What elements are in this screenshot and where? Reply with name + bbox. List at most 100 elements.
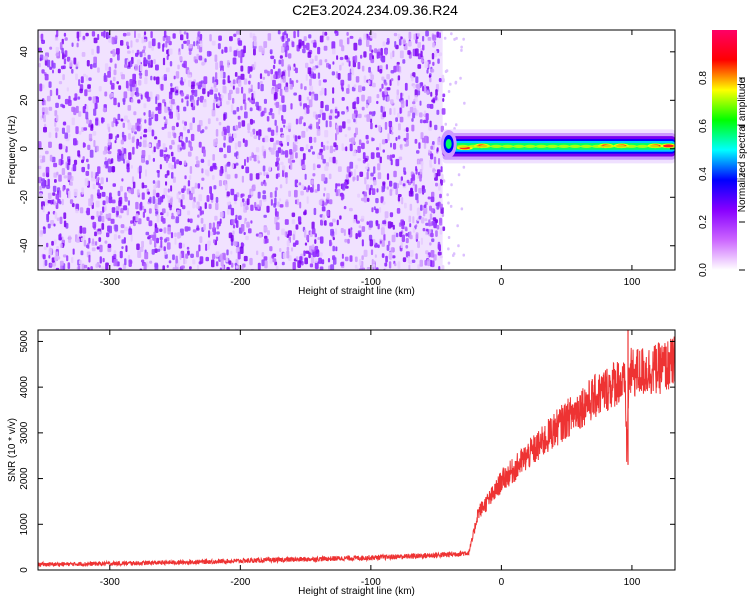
noise-speckle	[181, 188, 185, 193]
noise-speckle	[427, 196, 431, 200]
noise-speckle	[244, 158, 246, 167]
noise-speckle	[52, 192, 56, 196]
noise-speckle	[215, 251, 220, 257]
noise-speckle	[356, 175, 359, 182]
noise-speckle	[219, 147, 223, 153]
noise-speckle	[233, 241, 238, 247]
noise-speckle	[164, 106, 168, 113]
noise-speckle	[62, 65, 66, 70]
noise-speckle	[400, 241, 404, 249]
noise-speckle	[232, 57, 237, 65]
noise-speckle	[223, 142, 226, 148]
noise-speckle	[264, 260, 268, 269]
noise-speckle	[441, 213, 445, 218]
noise-speckle	[343, 181, 348, 187]
noise-speckle	[51, 257, 55, 263]
noise-speckle	[285, 177, 288, 185]
noise-speckle	[321, 259, 325, 265]
noise-speckle	[156, 170, 160, 173]
noise-speckle	[420, 48, 423, 52]
noise-speckle	[96, 210, 99, 218]
noise-speckle	[226, 174, 231, 180]
noise-speckle	[416, 33, 421, 37]
noise-speckle	[151, 38, 156, 47]
noise-speckle	[361, 65, 365, 72]
noise-speckle	[328, 173, 332, 180]
noise-speckle	[227, 204, 232, 210]
noise-speckle	[184, 96, 189, 100]
noise-speckle	[174, 87, 177, 92]
noise-speckle	[181, 120, 185, 124]
noise-speckle	[282, 150, 285, 155]
noise-speckle	[321, 206, 326, 212]
noise-speckle	[97, 67, 100, 73]
noise-speckle	[390, 247, 394, 253]
noise-speckle	[332, 156, 336, 164]
noise-speckle	[61, 47, 64, 54]
noise-speckle	[271, 88, 275, 95]
noise-speckle	[80, 237, 84, 242]
noise-speckle	[152, 196, 156, 204]
noise-speckle	[107, 166, 112, 173]
noise-speckle	[406, 179, 410, 184]
noise-speckle	[139, 203, 143, 211]
noise-speckle	[347, 72, 352, 81]
noise-speckle	[311, 184, 315, 189]
noise-speckle	[241, 165, 244, 170]
noise-speckle	[310, 255, 315, 264]
noise-speckle	[377, 48, 381, 52]
noise-speckle	[171, 98, 175, 105]
noise-speckle	[197, 183, 200, 189]
noise-speckle	[401, 234, 405, 243]
noise-speckle	[162, 57, 166, 66]
noise-speckle	[146, 216, 150, 221]
noise-speckle	[85, 244, 89, 249]
noise-speckle	[396, 208, 401, 214]
noise-speckle	[333, 142, 337, 148]
noise-speckle	[349, 207, 353, 212]
noise-speckle	[436, 224, 440, 230]
noise-speckle	[81, 52, 86, 57]
noise-speckle	[255, 147, 260, 153]
noise-speckle	[361, 255, 364, 261]
noise-speckle	[275, 187, 278, 191]
noise-speckle	[210, 193, 214, 201]
noise-speckle	[54, 37, 59, 41]
noise-speckle	[107, 138, 111, 146]
noise-speckle	[363, 75, 367, 83]
noise-speckle	[263, 41, 268, 48]
noise-speckle	[438, 158, 441, 165]
noise-speckle	[385, 48, 388, 56]
noise-speckle	[115, 135, 118, 141]
noise-speckle	[167, 131, 172, 139]
noise-speckle	[411, 174, 416, 181]
noise-speckle	[88, 254, 91, 263]
noise-speckle	[81, 187, 84, 195]
x-tick-label: -300	[100, 277, 120, 288]
noise-speckle	[162, 43, 165, 52]
noise-speckle	[38, 176, 42, 184]
noise-speckle	[338, 125, 343, 133]
noise-speckle	[184, 121, 187, 126]
noise-speckle	[211, 259, 215, 268]
noise-speckle	[455, 36, 458, 40]
noise-speckle	[304, 173, 307, 180]
noise-speckle	[141, 49, 145, 54]
noise-speckle	[287, 158, 292, 164]
noise-speckle	[390, 142, 393, 148]
noise-speckle	[462, 253, 465, 257]
noise-speckle	[126, 41, 129, 47]
noise-speckle	[160, 216, 164, 222]
noise-speckle	[128, 188, 131, 194]
noise-speckle	[324, 88, 327, 96]
noise-speckle	[368, 220, 373, 228]
noise-speckle	[113, 97, 117, 106]
noise-speckle	[313, 207, 317, 216]
noise-speckle	[304, 209, 307, 215]
noise-speckle	[55, 267, 60, 270]
noise-speckle	[354, 256, 358, 263]
noise-speckle	[427, 258, 431, 267]
noise-speckle	[331, 112, 334, 120]
noise-speckle	[120, 139, 124, 145]
noise-speckle	[45, 166, 50, 174]
